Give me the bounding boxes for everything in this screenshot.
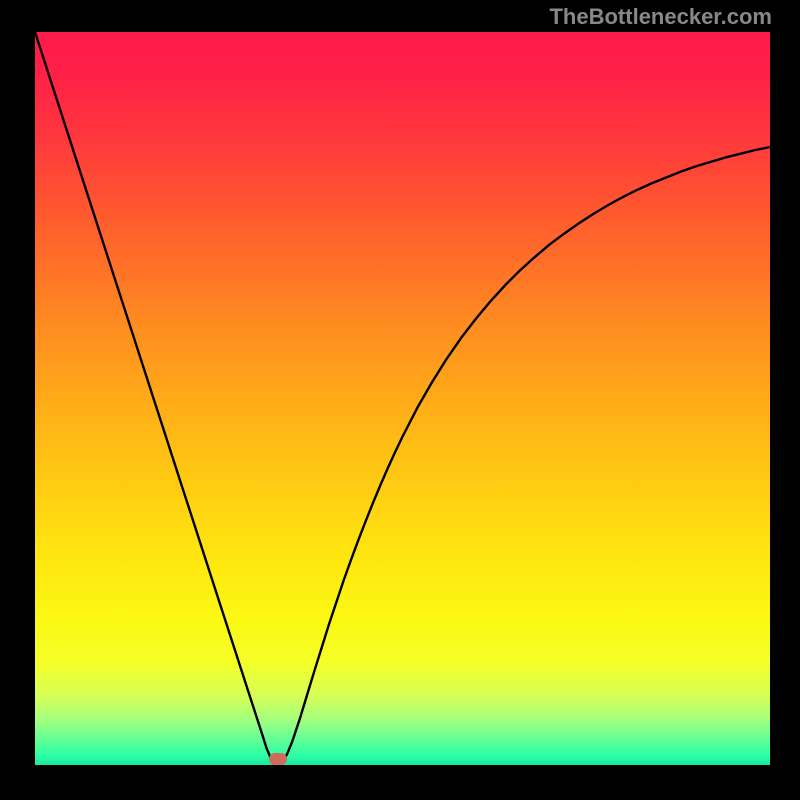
bottleneck-curve [35, 32, 770, 765]
curve-layer [35, 32, 770, 765]
chart-container: TheBottlenecker.com [0, 0, 800, 800]
watermark-text: TheBottlenecker.com [549, 4, 772, 30]
optimal-point-marker [269, 753, 287, 765]
plot-area [35, 32, 770, 765]
